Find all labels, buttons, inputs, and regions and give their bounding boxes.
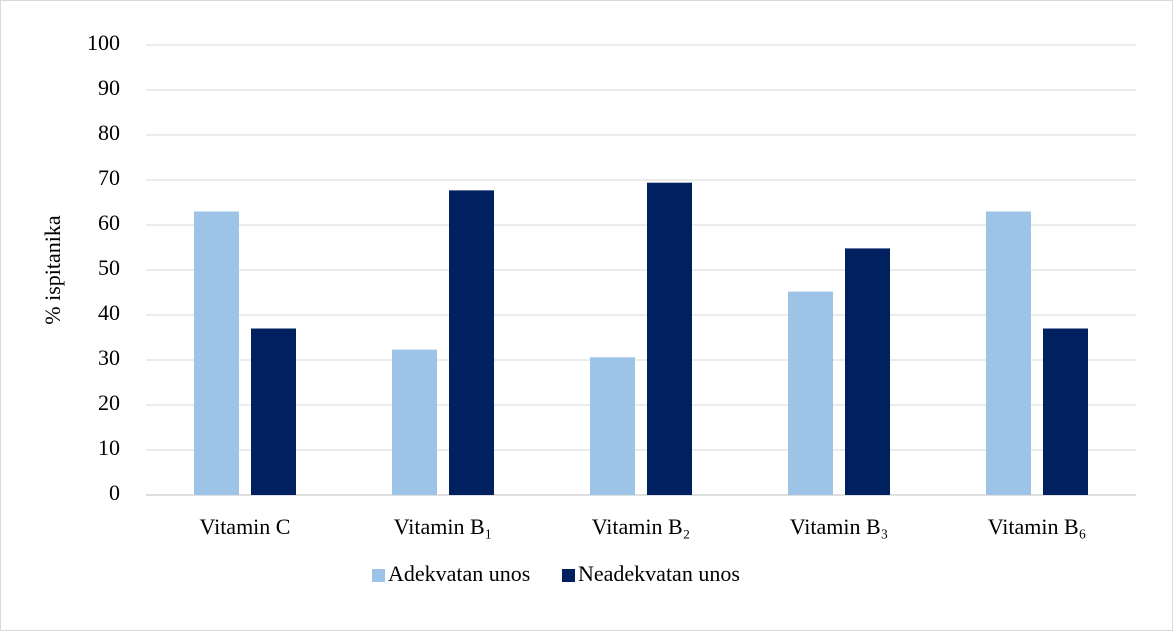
bar bbox=[449, 190, 494, 495]
bar bbox=[845, 248, 890, 495]
y-tick-label: 30 bbox=[98, 345, 120, 370]
bar bbox=[590, 357, 635, 495]
bar bbox=[1043, 328, 1088, 495]
x-tick-label: Vitamin B₆ bbox=[988, 514, 1087, 539]
y-tick-label: 10 bbox=[98, 435, 120, 460]
bar bbox=[392, 349, 437, 495]
y-tick-label: 100 bbox=[87, 30, 120, 55]
y-axis-label: % ispitanika bbox=[40, 215, 65, 325]
legend-swatch bbox=[562, 569, 575, 582]
bar bbox=[251, 328, 296, 495]
y-tick-label: 90 bbox=[98, 75, 120, 100]
y-tick-label: 50 bbox=[98, 255, 120, 280]
bar bbox=[986, 211, 1031, 495]
bar bbox=[194, 211, 239, 495]
y-tick-label: 40 bbox=[98, 300, 120, 325]
x-tick-label: Vitamin B₃ bbox=[790, 514, 889, 539]
bar bbox=[647, 182, 692, 495]
x-tick-label: Vitamin B₁ bbox=[394, 514, 493, 539]
bar bbox=[788, 291, 833, 495]
x-tick-label: Vitamin C bbox=[200, 514, 291, 539]
legend-label: Neadekvatan unos bbox=[578, 561, 740, 586]
y-tick-label: 70 bbox=[98, 165, 120, 190]
y-tick-label: 60 bbox=[98, 210, 120, 235]
y-tick-label: 80 bbox=[98, 120, 120, 145]
legend-swatch bbox=[372, 569, 385, 582]
y-tick-label: 20 bbox=[98, 390, 120, 415]
x-tick-label: Vitamin B₂ bbox=[592, 514, 691, 539]
legend-label: Adekvatan unos bbox=[388, 561, 530, 586]
y-tick-label: 0 bbox=[109, 480, 120, 505]
